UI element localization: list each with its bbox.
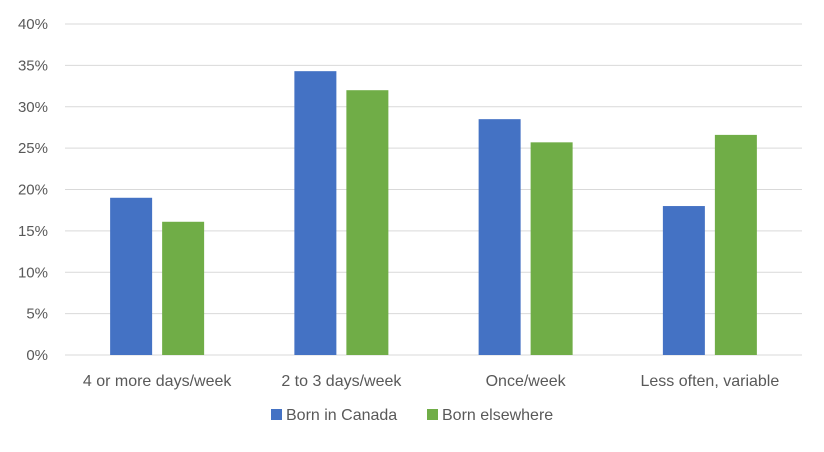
- legend-swatch: [427, 409, 438, 420]
- y-tick-label: 35%: [18, 57, 48, 74]
- x-category-label: Once/week: [486, 373, 567, 390]
- bar-born-elsewhere-3: [714, 134, 757, 355]
- y-tick-label: 10%: [18, 264, 48, 281]
- x-category-label: Less often, variable: [641, 373, 780, 390]
- x-category-label: 4 or more days/week: [83, 373, 233, 390]
- x-axis-category-labels: 4 or more days/week 2 to 3 days/week Once/…: [83, 373, 779, 390]
- x-category-label: 2 to 3 days/week: [281, 373, 402, 390]
- y-tick-label: 25%: [18, 140, 48, 157]
- bars: [110, 71, 757, 355]
- y-axis-tick-labels: 0% 5% 10% 15% 20% 25% 30% 35% 40%: [18, 16, 48, 364]
- legend-label: Born in Canada: [286, 407, 397, 424]
- legend-swatch: [271, 409, 282, 420]
- y-tick-label: 20%: [18, 182, 48, 199]
- bar-born-elsewhere-1: [346, 90, 389, 355]
- bar-born-in-canada-1: [294, 71, 337, 355]
- bar-born-elsewhere-2: [530, 142, 573, 355]
- y-tick-label: 15%: [18, 223, 48, 240]
- y-tick-label: 40%: [18, 16, 48, 33]
- legend: Born in Canada Born elsewhere: [271, 407, 553, 424]
- bar-born-in-canada-2: [478, 119, 521, 355]
- bar-born-elsewhere-0: [162, 221, 205, 355]
- y-tick-label: 0%: [26, 347, 48, 364]
- y-tick-label: 30%: [18, 99, 48, 116]
- bar-born-in-canada-3: [662, 206, 705, 355]
- y-tick-label: 5%: [26, 306, 48, 323]
- legend-label: Born elsewhere: [442, 407, 553, 424]
- bar-born-in-canada-0: [110, 197, 153, 355]
